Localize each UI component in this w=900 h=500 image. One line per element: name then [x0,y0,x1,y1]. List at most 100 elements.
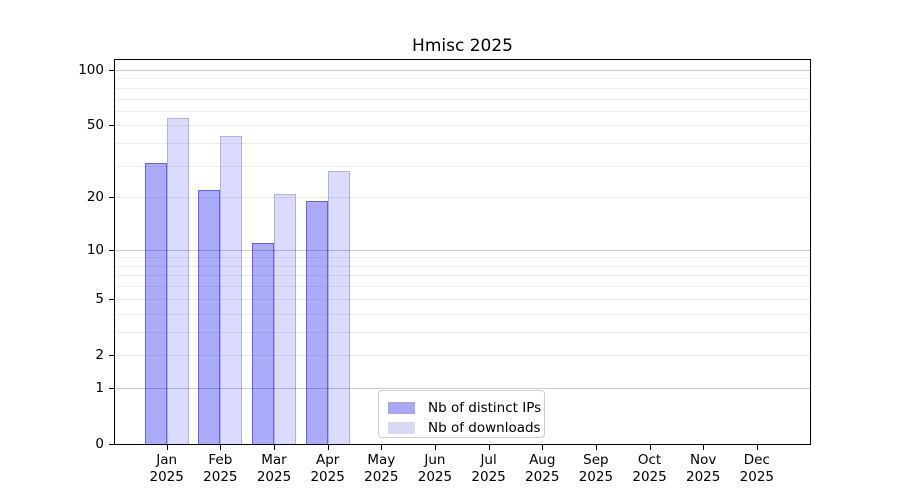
bar-ips-feb [198,189,221,444]
bar-downloads-jan [166,117,189,444]
legend-item-downloads: Nb of downloads [388,418,544,438]
y-tick-label: 5 [95,290,104,307]
x-tick-month: Jan [156,452,178,468]
gridline-minor [115,275,810,277]
x-tick-mark [327,445,329,450]
x-tick-year: 2025 [525,468,560,485]
x-tick-label: Oct 2025 [620,452,680,485]
x-tick-year: 2025 [471,468,506,485]
x-tick-year: 2025 [149,468,184,485]
x-tick-month: Dec [743,452,770,468]
x-tick-month: May [367,452,396,468]
y-tick-label: 2 [95,346,104,363]
x-tick-label: May 2025 [351,452,411,485]
x-tick-year: 2025 [203,468,238,485]
x-tick-mark [703,445,705,450]
x-tick-year: 2025 [686,468,721,485]
gridline-minor [115,125,810,127]
x-tick-mark [649,445,651,450]
gridline-minor [115,78,810,80]
y-tick-mark [109,354,114,356]
legend-item-distinct-ips: Nb of distinct IPs [388,398,544,418]
x-tick-year: 2025 [578,468,614,485]
gridline-minor [115,354,810,356]
x-tick-mark [488,445,490,450]
x-tick-month: Apr [315,452,340,468]
gridline-minor [115,110,810,112]
x-tick-mark [166,445,168,450]
gridline-minor [115,265,810,267]
gridline-minor [115,98,810,100]
x-tick-mark [595,445,597,450]
legend-swatch-downloads [388,422,415,434]
x-tick-year: 2025 [364,468,399,485]
x-tick-month: Feb [208,452,233,468]
x-tick-month: Oct [637,452,662,468]
x-tick-year: 2025 [256,468,292,485]
y-tick-mark [109,69,114,71]
x-tick-label: Sep 2025 [566,452,626,485]
y-tick-mark [109,298,114,300]
y-tick-label: 10 [86,241,104,258]
y-tick-mark [109,387,114,389]
x-tick-label: Dec 2025 [727,452,787,485]
x-tick-label: Aug 2025 [512,452,572,485]
gridline-major [115,387,810,389]
gridline-minor [115,257,810,259]
x-tick-month: Jun [424,452,446,468]
bar-ips-mar [252,242,274,444]
gridline-minor [115,313,810,315]
x-tick-label: Mar 2025 [244,452,304,485]
y-tick-label: 100 [78,61,104,78]
y-tick-label: 50 [86,117,104,134]
plot-area [114,59,811,445]
bar-ips-jan [144,163,167,444]
bar-downloads-apr [327,171,350,444]
y-tick-mark [109,249,114,251]
gridline-major [115,249,810,251]
gridline-minor [115,87,810,89]
y-tick-mark [109,125,114,127]
gridline-major [115,69,810,71]
x-tick-month: Nov [690,452,717,468]
x-tick-label: Jun 2025 [405,452,465,485]
x-tick-label: Jan 2025 [137,452,197,485]
x-tick-label: Nov 2025 [673,452,733,485]
y-tick-label: 0 [95,436,104,452]
chart-title: Hmisc 2025 [412,36,513,56]
x-tick-month: Aug [529,452,556,468]
x-tick-mark [542,445,544,450]
gridline-minor [115,165,810,167]
bar-downloads-feb [220,135,243,444]
x-tick-label: Apr 2025 [298,452,358,485]
x-tick-mark [381,445,383,450]
x-tick-mark [274,445,275,450]
y-tick-mark [109,444,114,445]
x-tick-year: 2025 [310,468,345,485]
x-tick-month: Sep [583,452,609,468]
gridline-minor [115,331,810,333]
x-tick-mark [434,445,436,450]
bar-downloads-mar [274,193,296,444]
x-tick-month: Jul [480,452,497,468]
x-tick-label: Jul 2025 [459,452,519,485]
gridline-minor [115,143,810,145]
x-tick-year: 2025 [417,468,453,485]
y-tick-mark [109,197,114,199]
x-tick-year: 2025 [632,468,667,485]
x-tick-mark [756,445,758,450]
gridline-minor [115,197,810,199]
x-tick-label: Feb 2025 [190,452,250,485]
y-tick-label: 20 [86,189,104,206]
x-tick-month: Mar [261,452,287,468]
x-tick-mark [220,445,222,450]
legend-swatch-ips [388,402,415,414]
legend-label-downloads: Nb of downloads [428,420,541,436]
y-tick-label: 1 [95,379,104,396]
legend-label-ips: Nb of distinct IPs [428,400,542,416]
legend: Nb of distinct IPs Nb of downloads [378,390,545,438]
gridline-minor [115,298,810,300]
x-tick-year: 2025 [739,468,775,485]
gridline-minor [115,286,810,288]
